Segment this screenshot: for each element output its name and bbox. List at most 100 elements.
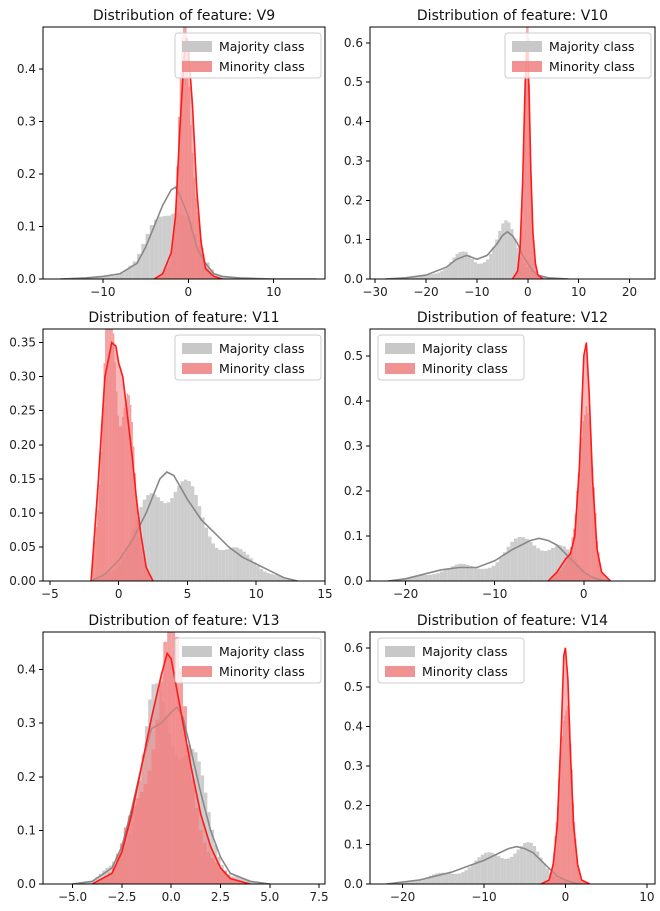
chart-title: Distribution of feature: V12: [417, 310, 608, 326]
legend-label-minority: Minority class: [422, 664, 508, 679]
majority-hist-bar: [455, 253, 459, 279]
majority-hist-bar: [221, 550, 226, 581]
majority-hist-bar: [477, 857, 481, 884]
majority-hist-bar: [554, 545, 559, 581]
legend-swatch-minority: [182, 666, 212, 677]
majority-hist-bar: [498, 230, 502, 279]
majority-hist-bar: [480, 568, 485, 581]
majority-hist-bar: [454, 564, 459, 581]
majority-hist-bar: [476, 263, 480, 279]
x-tick-label: 10: [571, 285, 586, 299]
majority-hist-bar: [119, 273, 125, 279]
majority-hist-bar: [521, 537, 526, 581]
legend-swatch-majority: [512, 41, 542, 52]
majority-hist-bar: [480, 854, 484, 884]
axes-frame: [42, 328, 326, 582]
majority-hist-bar: [124, 269, 129, 279]
majority-hist-bar: [450, 566, 455, 581]
majority-hist-bar: [464, 870, 468, 884]
majority-hist-bar: [246, 879, 251, 884]
x-tick-label: −10: [471, 890, 496, 904]
majority-hist-bar: [532, 545, 537, 581]
majority-hist-bar: [226, 277, 231, 279]
majority-hist-bar: [242, 551, 246, 581]
legend-swatch-majority: [182, 41, 212, 52]
majority-hist-bar: [469, 566, 474, 581]
x-tick-label: 0: [562, 890, 570, 904]
majority-hist-bar: [115, 275, 120, 279]
x-tick-label: 7.5: [310, 890, 329, 904]
y-tick-label: 0.4: [344, 720, 363, 734]
majority-hist-bar: [428, 875, 432, 884]
majority-hist-bar: [85, 882, 90, 884]
plot-area: [385, 27, 569, 279]
y-tick-label: 0.0: [17, 272, 36, 286]
x-tick-label: 2.5: [211, 890, 230, 904]
majority-hist-bar: [473, 567, 477, 581]
majority-hist-bar: [441, 872, 445, 884]
majority-hist-bar: [536, 851, 540, 884]
axes-frame: [369, 328, 656, 582]
majority-hist-bar: [539, 550, 544, 581]
majority-hist-bar: [228, 548, 233, 581]
legend-label-majority: Majority class: [219, 39, 304, 54]
chart-title: Distribution of feature: V9: [93, 8, 275, 24]
majority-hist-bar: [222, 276, 227, 279]
majority-hist-bar: [142, 499, 147, 581]
legend-swatch-majority: [385, 646, 415, 657]
majority-hist-bar: [519, 846, 524, 884]
majority-hist-bar: [190, 486, 195, 581]
x-tick-label: −20: [413, 285, 438, 299]
y-tick-label: 0.2: [17, 167, 36, 181]
x-tick-label: 0: [184, 285, 192, 299]
majority-hist-bar: [489, 253, 493, 279]
majority-hist-bar: [177, 486, 181, 581]
legend: Majority class Minority class: [504, 32, 652, 79]
majority-hist-bar: [526, 842, 530, 884]
chart-title: Distribution of feature: V10: [417, 8, 608, 24]
x-tick-label: −30: [362, 285, 387, 299]
y-tick-label: 0.00: [9, 574, 36, 588]
majority-hist-bar: [488, 567, 492, 581]
majority-hist-bar: [137, 253, 142, 279]
majority-hist-bar: [89, 881, 93, 884]
minority-area: [92, 653, 251, 884]
x-tick-label: −5.0: [58, 890, 87, 904]
y-tick-label: 0.1: [344, 838, 363, 852]
majority-hist-bar: [551, 547, 555, 581]
majority-hist-bar: [156, 497, 160, 581]
majority-hist-bar: [545, 868, 550, 884]
majority-hist-bar: [434, 273, 438, 279]
majority-hist-bar: [558, 545, 563, 581]
majority-hist-bar: [149, 493, 154, 581]
majority-hist-bar: [421, 575, 425, 581]
x-tick-label: −10: [464, 285, 489, 299]
majority-hist-bar: [439, 571, 444, 581]
majority-hist-bar: [474, 860, 478, 884]
x-tick-label: −10: [90, 285, 115, 299]
x-tick-label: 0: [115, 587, 123, 601]
majority-hist-bar: [491, 565, 496, 581]
majority-hist-bar: [166, 215, 172, 279]
legend-label-majority: Majority class: [422, 341, 507, 356]
y-tick-label: 0.3: [17, 716, 36, 730]
majority-hist-bar: [543, 551, 548, 581]
majority-hist-bar: [462, 563, 466, 581]
y-tick-label: 0.0: [344, 877, 363, 891]
majority-hist-bar: [406, 577, 411, 581]
majority-hist-bar: [458, 252, 462, 279]
plot-area: [60, 27, 317, 279]
chart-panel: −20 −10 0 0.0 0.1 0.2 0.3 0.4 0.5 Distribution of…: [344, 310, 656, 601]
y-tick-label: 0.0: [344, 272, 363, 286]
majority-hist-bar: [440, 271, 444, 279]
majority-hist-bar: [431, 274, 435, 279]
majority-hist-bar: [479, 263, 483, 279]
majority-hist-bar: [465, 564, 470, 581]
majority-hist-bar: [495, 239, 499, 279]
majority-hist-bar: [516, 849, 520, 884]
minority-area: [154, 37, 223, 279]
majority-hist-bar: [473, 262, 477, 279]
majority-hist-bar: [245, 554, 250, 581]
majority-hist-bar: [449, 261, 453, 279]
